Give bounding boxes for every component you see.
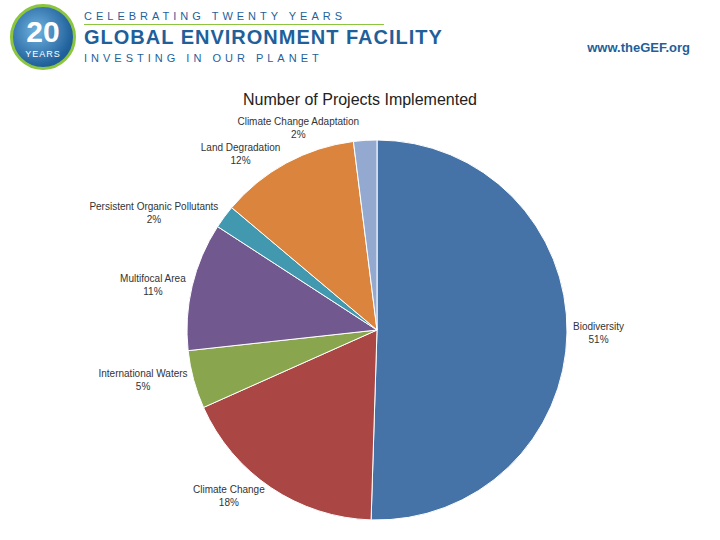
svg-text:International Waters5%: International Waters5%: [98, 368, 187, 392]
svg-text:Number of Projects Implemented: Number of Projects Implemented: [243, 91, 477, 108]
html-text:www.theGEF.org: www.theGEF.org: [587, 40, 690, 55]
svg-text:Biodiversity51%: Biodiversity51%: [573, 321, 624, 345]
html-text:INVESTING IN OUR PLANET: INVESTING IN OUR PLANET: [84, 52, 323, 64]
html-text:20: 20: [26, 15, 60, 48]
svg-text:Climate Change18%: Climate Change18%: [193, 484, 265, 508]
svg-text:Persistent Organic Pollutants2: Persistent Organic Pollutants2%: [89, 201, 218, 225]
svg-text:Land Degradation12%: Land Degradation12%: [201, 142, 281, 166]
html-text:CELEBRATING TWENTY YEARS: CELEBRATING TWENTY YEARS: [84, 10, 347, 22]
svg-text:Multifocal Area11%: Multifocal Area11%: [120, 273, 186, 297]
svg-text:Climate Change Adaptation2%: Climate Change Adaptation2%: [237, 116, 359, 140]
html-text:YEARS: YEARS: [25, 49, 61, 59]
html-text:GLOBAL ENVIRONMENT FACILITY: GLOBAL ENVIRONMENT FACILITY: [84, 26, 443, 48]
